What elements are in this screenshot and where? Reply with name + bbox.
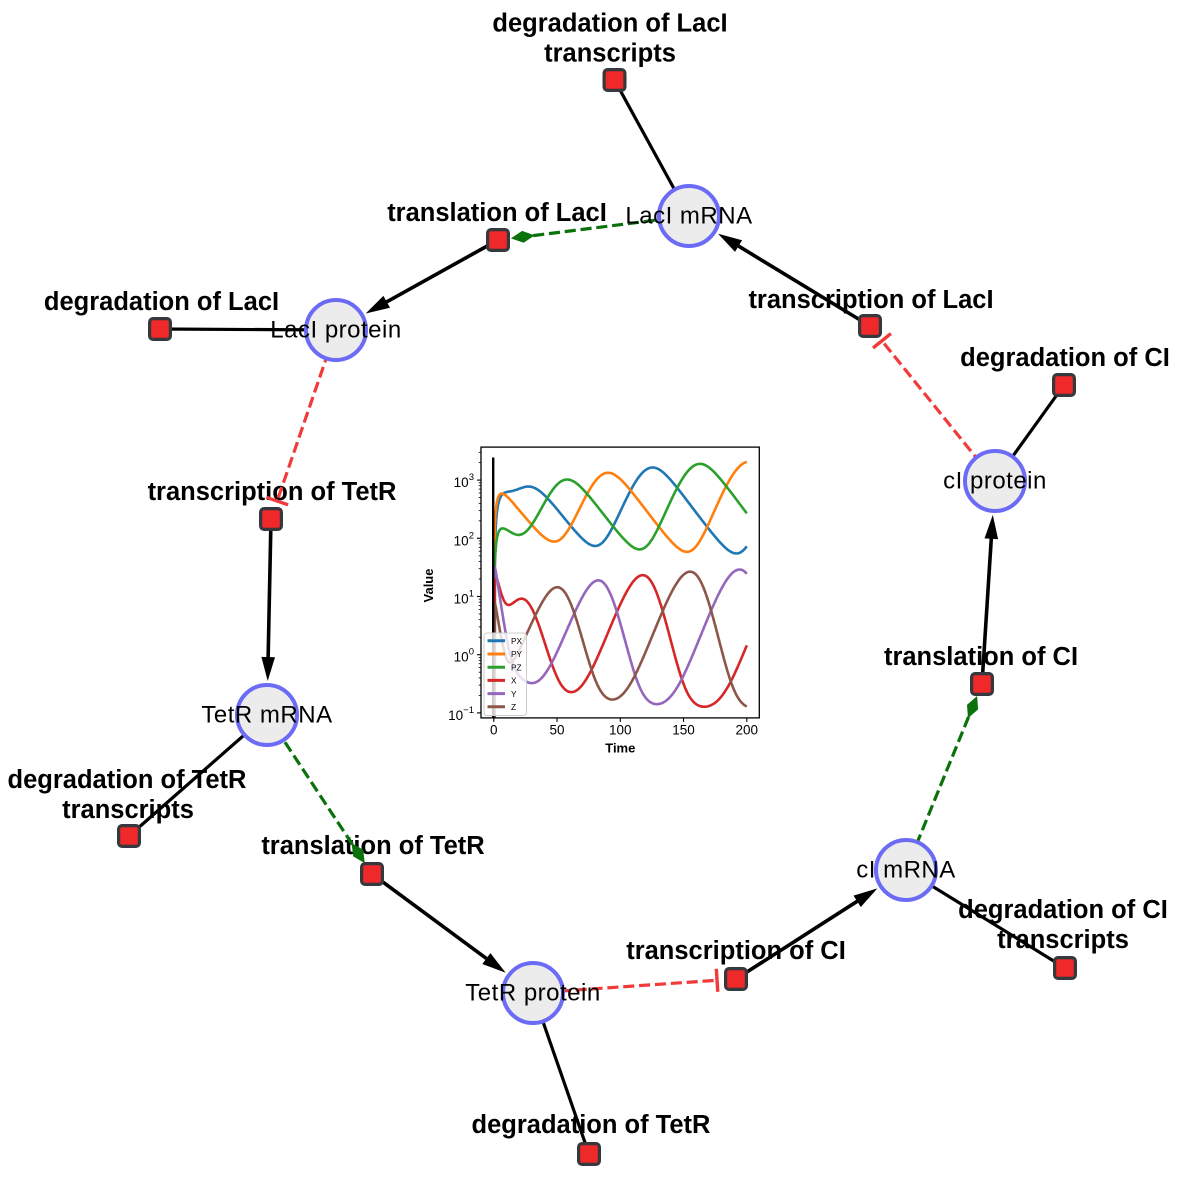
svg-text:translation of CI: translation of CI <box>884 643 1078 671</box>
svg-text:degradation of TetR: degradation of TetR <box>8 766 247 794</box>
svg-text:degradation of TetR: degradation of TetR <box>472 1111 711 1139</box>
svg-text:transcription of LacI: transcription of LacI <box>748 286 993 314</box>
svg-text:100: 100 <box>609 722 632 737</box>
svg-text:degradation of LacI: degradation of LacI <box>492 10 727 38</box>
svg-text:transcription of TetR: transcription of TetR <box>148 478 397 506</box>
svg-text:PX: PX <box>511 636 523 646</box>
svg-text:X: X <box>511 676 517 686</box>
svg-text:50: 50 <box>549 722 564 737</box>
svg-text:transcripts: transcripts <box>544 40 676 68</box>
svg-text:degradation of CI: degradation of CI <box>960 344 1170 372</box>
svg-text:transcripts: transcripts <box>62 796 194 824</box>
svg-text:Value: Value <box>421 569 436 603</box>
svg-text:Time: Time <box>605 741 635 756</box>
svg-text:LacI mRNA: LacI mRNA <box>625 203 752 230</box>
svg-text:PZ: PZ <box>511 662 522 672</box>
svg-text:translation of TetR: translation of TetR <box>261 832 484 860</box>
svg-text:200: 200 <box>736 722 759 737</box>
svg-text:0: 0 <box>490 722 498 737</box>
svg-text:transcription of CI: transcription of CI <box>626 937 846 965</box>
svg-text:Y: Y <box>511 689 517 699</box>
svg-text:cI protein: cI protein <box>943 468 1047 495</box>
svg-text:150: 150 <box>672 722 695 737</box>
svg-text:degradation of LacI: degradation of LacI <box>44 288 279 316</box>
svg-text:degradation of CI: degradation of CI <box>958 896 1168 924</box>
svg-text:LacI protein: LacI protein <box>270 317 401 344</box>
svg-text:TetR protein: TetR protein <box>465 980 600 1007</box>
svg-text:PY: PY <box>511 649 523 659</box>
svg-text:Z: Z <box>511 702 516 712</box>
svg-text:cI mRNA: cI mRNA <box>856 857 956 884</box>
svg-text:translation of LacI: translation of LacI <box>387 199 607 227</box>
svg-text:TetR mRNA: TetR mRNA <box>201 702 332 729</box>
